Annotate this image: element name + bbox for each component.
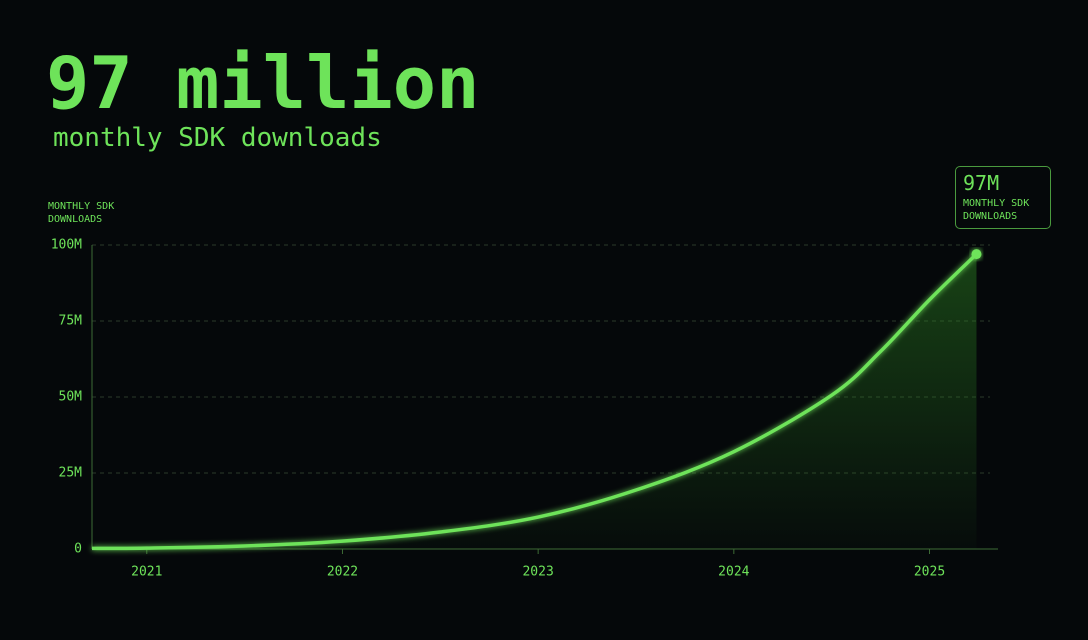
y-tick-label: 50M (59, 390, 83, 405)
title: 97 million (46, 41, 480, 125)
y-tick-label: 0 (74, 542, 82, 557)
value-label: 97M (963, 171, 1000, 195)
line (91, 252, 978, 551)
x-tick-label: 2023 (522, 565, 553, 580)
end-point (971, 249, 982, 260)
area (92, 254, 977, 549)
y-tick-label: 75M (59, 314, 83, 329)
annotation: MONTHLY SDK DOWNLOADS (963, 198, 1030, 222)
annotation-box: 97M MONTHLY SDK DOWNLOADS (955, 166, 1051, 229)
x-tick-label: 2025 (914, 565, 945, 580)
x-tick-label: 2024 (718, 565, 749, 580)
y-tick-label: 25M (59, 466, 83, 481)
subtitle: monthly SDK downloads (53, 123, 382, 153)
x-tick-label: 2021 (131, 565, 162, 580)
y-axis-label: MONTHLY SDK DOWNLOADS (48, 201, 115, 225)
y-tick-label: 100M (51, 238, 82, 253)
x-tick-label: 2022 (327, 565, 358, 580)
